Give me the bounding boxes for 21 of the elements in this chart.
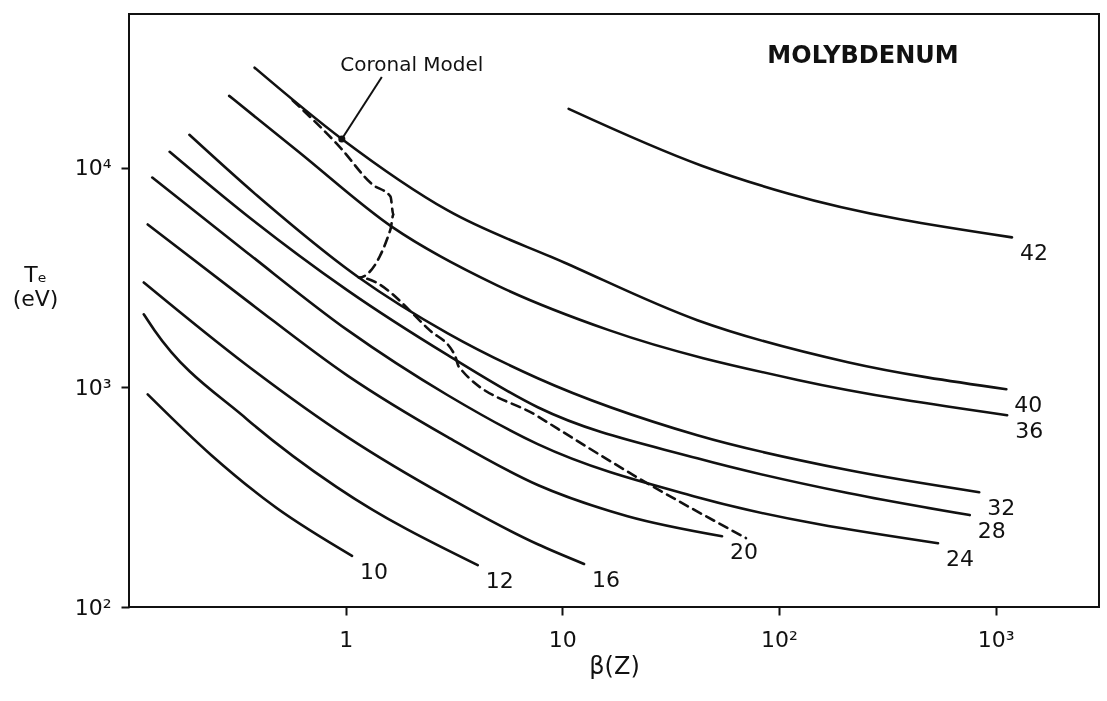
- series-label: 10: [360, 558, 389, 584]
- y-axis-title: Tₑ (eV): [12, 261, 59, 311]
- x-tick-label: 10: [548, 626, 577, 652]
- x-tick-label: 10³: [977, 626, 1015, 652]
- series-label: 32: [987, 495, 1016, 521]
- series-label: 16: [592, 566, 621, 592]
- annotation: Coronal Model: [340, 51, 484, 76]
- text: MOLYBDENUM: [767, 41, 959, 69]
- y-tick-label: 10⁴: [74, 155, 112, 181]
- series-label: 24: [946, 546, 974, 572]
- x-tick-label: 1: [339, 626, 354, 652]
- y-tick-label: 10²: [74, 594, 112, 620]
- series-label: 28: [977, 518, 1006, 544]
- series-label: 20: [730, 539, 759, 565]
- series-label: 42: [1020, 240, 1048, 266]
- x-tick-label: 10²: [761, 626, 798, 652]
- y-tick-label: 10³: [74, 374, 112, 400]
- series-label: 36: [1015, 418, 1044, 444]
- series-label: 40: [1014, 392, 1043, 418]
- series-label: 12: [485, 568, 514, 594]
- x-axis-title: β(Z): [589, 651, 640, 680]
